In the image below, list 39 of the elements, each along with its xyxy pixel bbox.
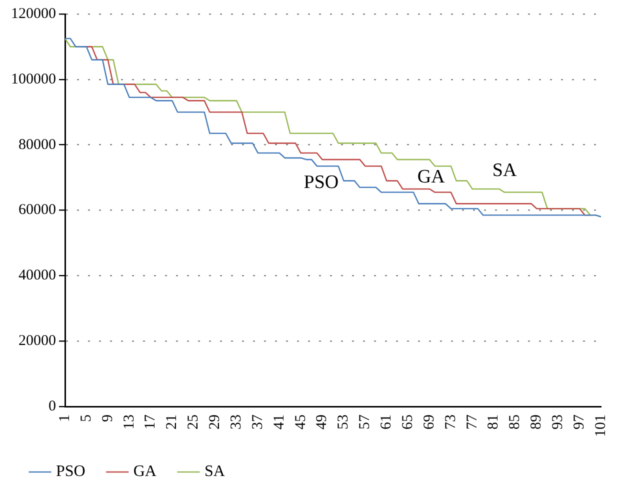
x-tick-label: 25	[186, 414, 202, 430]
x-tick-label: 17	[142, 414, 159, 430]
y-tick-label: 80000	[18, 136, 56, 153]
y-tick-label: 120000	[11, 6, 56, 22]
x-tick-label: 21	[164, 414, 180, 430]
x-tick-label: 45	[292, 414, 309, 430]
x-tick-label: 37	[250, 414, 266, 430]
x-tick-label: 57	[357, 414, 374, 430]
x-tick-label: 49	[314, 414, 330, 430]
annotation: GA	[417, 166, 446, 188]
x-tick-label: 1	[56, 414, 73, 422]
x-tick-label: 85	[507, 414, 524, 430]
y-tick-label: 60000	[18, 202, 56, 218]
legend-label: GA	[133, 463, 157, 480]
x-tick-label: 33	[228, 414, 244, 430]
x-tick-label: 53	[336, 414, 352, 430]
x-tick-label: 69	[421, 414, 438, 430]
x-tick-label: 13	[121, 414, 138, 430]
x-tick-label: 5	[78, 414, 94, 422]
annotation: PSO	[304, 172, 339, 193]
y-tick-label: 40000	[18, 268, 56, 284]
x-tick-label: 89	[528, 414, 545, 430]
x-tick-label: 97	[571, 414, 588, 430]
x-tick-label: 73	[442, 414, 459, 430]
x-tick-label: 101	[592, 414, 609, 437]
x-tick-label: 41	[271, 414, 288, 430]
x-tick-label: 77	[464, 414, 480, 430]
y-tick-label: 20000	[18, 333, 56, 350]
x-tick-label: 61	[378, 414, 395, 430]
x-tick-label: 9	[100, 414, 116, 422]
y-tick-label: 0	[48, 398, 56, 414]
x-tick-label: 29	[207, 414, 224, 430]
legend-label: PSO	[56, 463, 86, 480]
legend-label: SA	[204, 463, 226, 480]
x-tick-label: 81	[486, 414, 502, 430]
y-tick-label: 100000	[11, 71, 56, 88]
x-tick-label: 65	[400, 414, 416, 430]
annotation: SA	[492, 160, 517, 181]
x-tick-label: 93	[550, 414, 566, 430]
